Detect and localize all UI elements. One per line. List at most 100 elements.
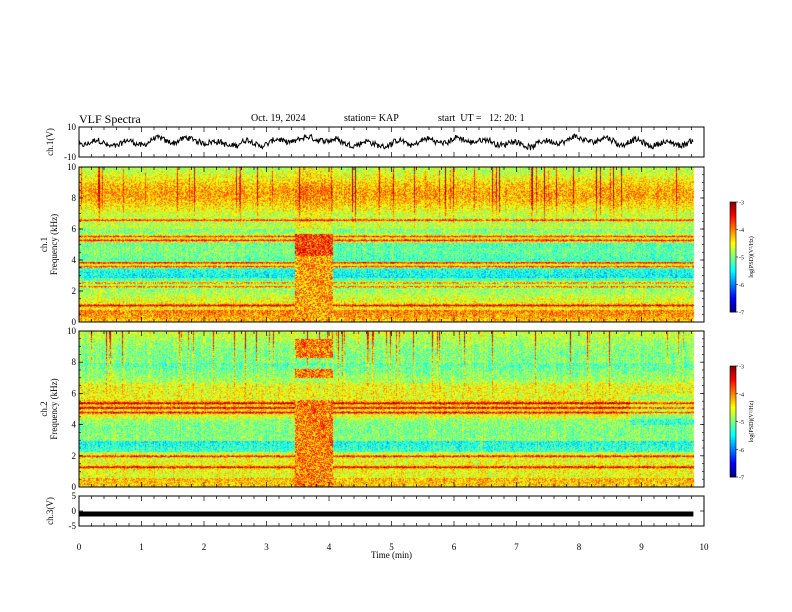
ch1-spec-colorbar-cell (730, 220, 736, 223)
ch1-spec-colorbar-label: log(PSD)(V²/Hz) (748, 236, 755, 277)
ch1-spec-colorbar-cell (730, 262, 736, 265)
ch1-spec-colorbar-cell (730, 209, 736, 212)
ch2-spec-colorbar-cell (730, 401, 736, 404)
ch2-spec-colorbar-cell (730, 458, 736, 461)
ch1-spec-colorbar-cell (730, 214, 736, 218)
ch2-spec-colorbar-cell (730, 386, 736, 389)
ch1-spec-ylabel-line1: ch.1 (39, 237, 49, 252)
ch1-waveform-ylabel: ch.1(V) (45, 128, 55, 156)
ch2-spec-colorbar-cell (730, 428, 736, 432)
time-tick-label: 9 (639, 542, 644, 552)
ch1-spec-colorbar-cell (730, 244, 736, 247)
ch2-spec-colorbar-cell (730, 408, 736, 411)
ch2-spec-colorbar-cell (730, 393, 736, 396)
ch2-spec-colorbar-cell (730, 462, 736, 465)
ch2-spec-colorbar-cell (730, 367, 736, 371)
ch1-spec-colorbar-cell (730, 268, 736, 271)
ch2-spec-colorbar-cell (730, 423, 736, 426)
ch2-spec-colorbar-cell (730, 406, 736, 409)
ch3-waveform-trace (79, 511, 694, 517)
ch1-spec-colorbar-cell (730, 271, 736, 274)
ch2-spec-colorbar-cell (730, 452, 736, 456)
ch2-spec-colorbar-cell (730, 417, 736, 421)
ch2-spec-colorbar-cell (730, 430, 736, 433)
ch2-spec-colorbar-label: log(PSD)(V²/Hz) (748, 401, 755, 442)
ch1-spec-colorbar-cell (730, 284, 736, 287)
time-tick-label: 1 (139, 542, 144, 552)
ch2-spec-colorbar-cell (730, 410, 736, 413)
ch1-waveform-ylabel-text: ch.1(V) (45, 128, 55, 156)
ch2-spec-ytick-label: 4 (72, 420, 77, 430)
ch1-spec-ytick-label: 10 (67, 162, 77, 172)
ch1-spec-colorbar-cell (730, 302, 736, 306)
ch2-spec-colorbar-cell (730, 445, 736, 448)
ch1-spec-ylabel: ch.1 Frequency (kHz) (39, 214, 59, 275)
ch1-spec-colorbar-cell (730, 310, 736, 313)
ch1-spec-colorbar-tick-label: -6 (739, 283, 744, 289)
ch1-spec-colorbar-cell (730, 240, 736, 243)
ch1-spec-colorbar-cell (730, 290, 736, 293)
ch1-spec-colorbar-cell (730, 233, 736, 236)
ch2-spec-colorbar-cell (730, 403, 736, 406)
ch1-spec-colorbar-label-text: log(PSD)(V²/Hz) (748, 236, 755, 277)
ch1-spec-colorbar-cell (730, 269, 736, 273)
ch1-spec-colorbar-cell (730, 279, 736, 282)
ch2-spec-colorbar-cell (730, 404, 736, 408)
ch2-spec-colorbar-cell (730, 415, 736, 419)
time-tick-label: 0 (77, 542, 82, 552)
ch2-spec-colorbar-cell (730, 425, 736, 428)
ch1-spec-colorbar-cell (730, 308, 736, 311)
ch2-spec-colorbar-label-text: log(PSD)(V²/Hz) (748, 401, 755, 442)
ch1-spec-colorbar-cell (730, 231, 736, 234)
ch1-spec-colorbar-cell (730, 266, 736, 269)
ch1-spec-colorbar-cell (730, 255, 736, 258)
ch1-spec-colorbar-cell (730, 225, 736, 229)
ch2-spec-colorbar-cell (730, 369, 736, 372)
ch1-spec-colorbar-cell (730, 282, 736, 285)
ch2-spec-ytick-label: 10 (67, 326, 77, 336)
ch2-spec-colorbar-cell (730, 471, 736, 474)
ch1-spec-colorbar-cell (730, 291, 736, 295)
ch2-spec-colorbar-cell (730, 427, 736, 430)
ch1-spec-colorbar-cell (730, 260, 736, 263)
ch2-spec-colorbar-cell (730, 375, 736, 378)
ch1-spec-colorbar-cell (730, 227, 736, 230)
ch1-spec-colorbar-cell (730, 306, 736, 309)
ch2-spec-colorbar-cell (730, 451, 736, 454)
ch1-spec-colorbar-cell (730, 258, 736, 262)
ch2-spec-colorbar-tick-label: -7 (739, 476, 744, 482)
ch2-spec-colorbar-cell (730, 441, 736, 445)
ch2-spec-colorbar-cell (730, 390, 736, 393)
ch3-waveform-ylabel-text: ch.3(V) (45, 497, 55, 525)
ch1-spec-colorbar-cell (730, 295, 736, 298)
ch1-spec-colorbar-cell (730, 293, 736, 296)
ch2-spec-colorbar-cell (730, 419, 736, 422)
ch1-spec-colorbar-cell (730, 205, 736, 208)
ch2-spec-colorbar-cell (730, 377, 736, 380)
ch1-spec-colorbar-cell (730, 304, 736, 307)
ch2-spec-colorbar-tick-label: -4 (739, 392, 744, 398)
ch1-spec-colorbar-cell (730, 218, 736, 221)
ch2-spec-ytick-label: 0 (72, 482, 77, 492)
ch2-spec-colorbar-cell (730, 378, 736, 382)
ch2-spec-colorbar-cell (730, 391, 736, 395)
start-time-label: start UT = 12: 20: 1 (438, 113, 525, 124)
ch2-spec-ytick-label: 6 (72, 388, 77, 398)
ch2-spec-colorbar-cell (730, 449, 736, 452)
ch1-spec-colorbar-cell (730, 213, 736, 216)
ch2-spec-colorbar-tick-label: -5 (739, 420, 744, 426)
ch3-wave-ytick-label: -5 (69, 521, 77, 531)
ch2-spec-colorbar-cell (730, 447, 736, 450)
ch1-spec-ytick-label: 6 (72, 224, 77, 234)
ch2-spec-colorbar-cell (730, 432, 736, 435)
ch1-wave-ytick-label: 10 (67, 122, 77, 132)
ch1-spec-ytick-label: 0 (72, 317, 77, 327)
ch2-spec-colorbar-cell (730, 454, 736, 458)
ch1-spec-colorbar-cell (730, 229, 736, 232)
chart-title: VLF Spectra (79, 112, 141, 126)
ch2-spec-colorbar-tick-label: -3 (739, 365, 744, 371)
ch1-spec-colorbar-cell (730, 246, 736, 249)
ch2-spec-colorbar-tick-label: -6 (739, 448, 744, 454)
ch2-spec-colorbar-cell (730, 456, 736, 459)
